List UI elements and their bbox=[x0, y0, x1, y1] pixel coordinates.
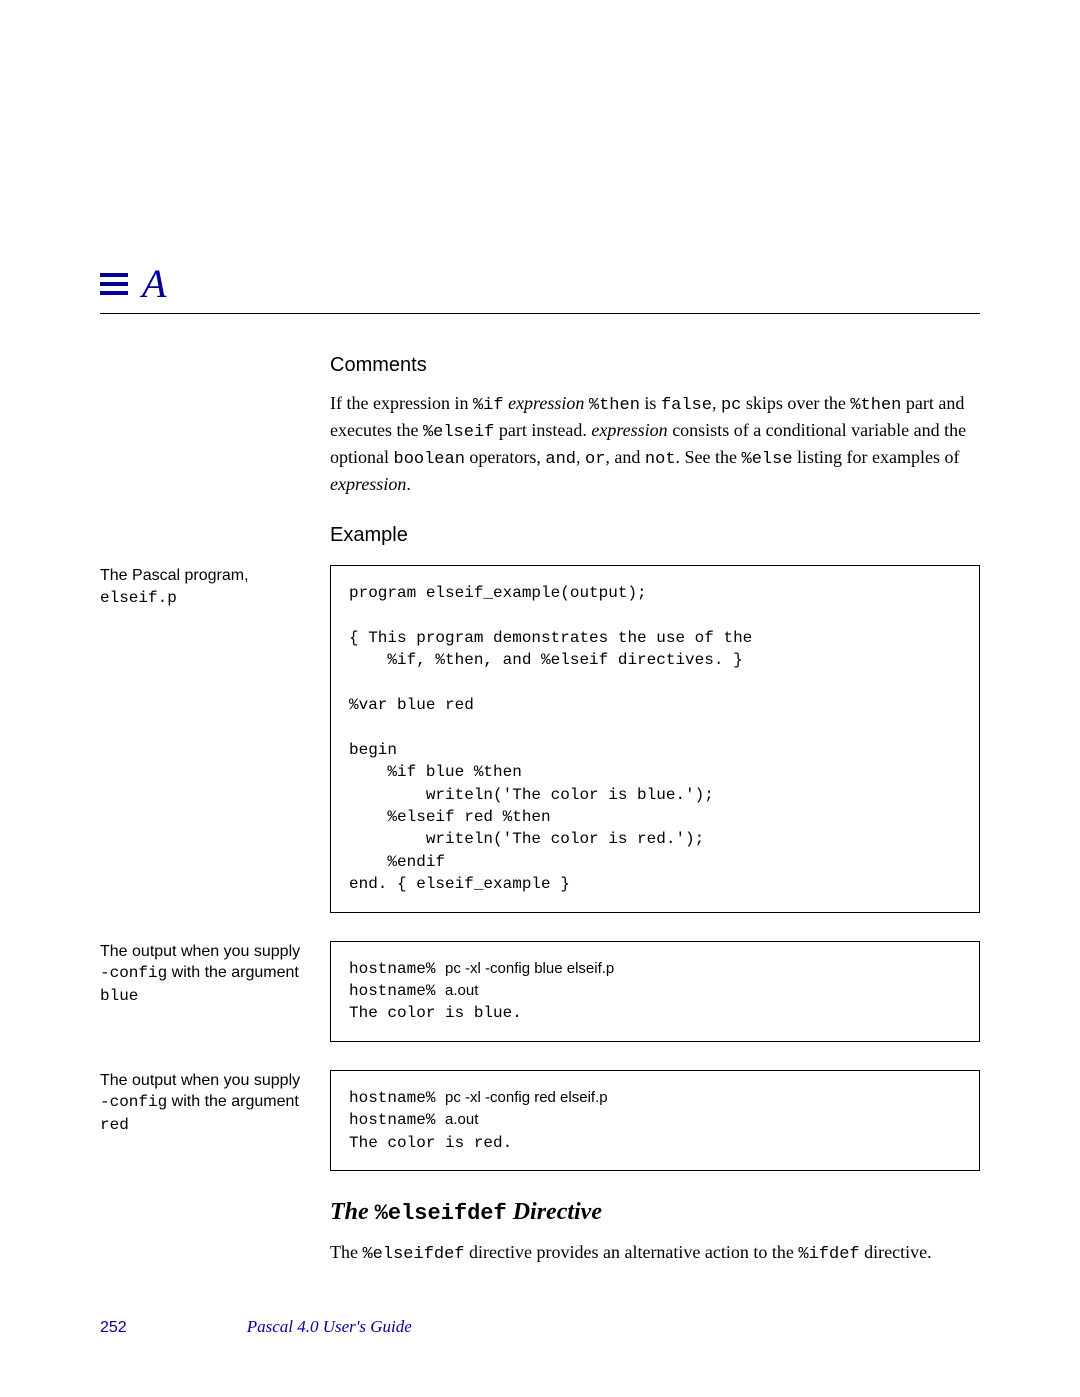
comments-paragraph: If the expression in %if expression %the… bbox=[330, 391, 980, 496]
page-number: 252 bbox=[100, 1319, 127, 1337]
example-output-blue: The output when you supply -config with … bbox=[100, 941, 980, 1042]
example-output-red: The output when you supply -config with … bbox=[100, 1070, 980, 1171]
bars-icon bbox=[100, 273, 128, 295]
page-footer: 252 Pascal 4.0 User's Guide bbox=[100, 1317, 980, 1337]
example-program-code: program elseif_example(output); { This p… bbox=[330, 565, 980, 912]
document-title: Pascal 4.0 User's Guide bbox=[247, 1317, 412, 1337]
page-header: A bbox=[100, 260, 980, 314]
example-heading: Example bbox=[330, 524, 980, 547]
elseifdef-heading: The %elseifdef Directive bbox=[330, 1199, 980, 1226]
example-output-blue-label: The output when you supply -config with … bbox=[100, 941, 330, 1008]
example-program-label: The Pascal program, elseif.p bbox=[100, 565, 330, 609]
example-output-red-label: The output when you supply -config with … bbox=[100, 1070, 330, 1137]
comments-heading: Comments bbox=[330, 354, 980, 377]
example-output-red-code: hostname% pc -xl -config red elseif.p ho… bbox=[330, 1070, 980, 1171]
elseifdef-paragraph: The %elseifdef directive provides an alt… bbox=[330, 1240, 980, 1267]
example-output-blue-code: hostname% pc -xl -config blue elseif.p h… bbox=[330, 941, 980, 1042]
example-program: The Pascal program, elseif.p program els… bbox=[100, 565, 980, 912]
appendix-letter: A bbox=[142, 260, 166, 307]
